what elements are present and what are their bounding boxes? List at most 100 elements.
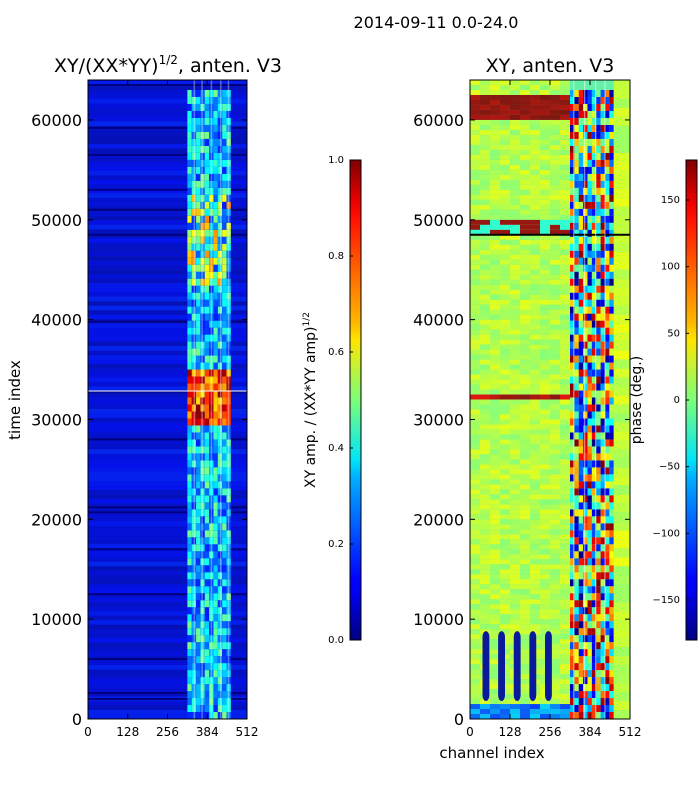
amplitude-cell [222, 173, 227, 181]
amplitude-cell [222, 257, 227, 265]
amplitude-cell [213, 488, 218, 496]
phase-wrap-cell [570, 649, 575, 657]
phase-wrap-cell [583, 432, 588, 440]
phase-cell [510, 409, 520, 415]
phase-wrap-cell [596, 705, 601, 713]
phase-cell [550, 269, 560, 275]
phase-cell [530, 414, 540, 420]
phase-wrap-cell [570, 383, 575, 391]
amplitude-cell [226, 712, 231, 719]
amplitude-cell [213, 705, 218, 713]
amplitude-cell [222, 208, 227, 216]
phase-x-axis: 0 128 256 384 512 [466, 80, 641, 739]
phase-cell [540, 474, 550, 480]
phase-wrap-cell [605, 131, 610, 139]
phase-cell [530, 299, 540, 305]
amplitude-cell [222, 663, 227, 671]
phase-cell [510, 399, 520, 405]
amplitude-cell [213, 572, 218, 580]
phase-wrap-cell [578, 292, 584, 300]
phase-cell [500, 604, 510, 610]
phase-wrap-cell [570, 705, 575, 713]
amplitude-cell [226, 208, 231, 216]
phase-wrap-cell [574, 565, 579, 573]
phase-cell [520, 424, 530, 430]
amplitude-row [88, 705, 247, 711]
amplitude-cell [204, 516, 210, 524]
amplitude-cell [209, 320, 214, 328]
amplitude-cell [222, 138, 227, 146]
phase-cell [530, 574, 540, 580]
phase-wrap-cell [587, 271, 592, 279]
phase-wrap-cell [578, 705, 584, 713]
phase-cell [540, 134, 550, 140]
phase-cell [540, 409, 550, 415]
phase-cell [540, 344, 550, 350]
phase-cell [500, 389, 510, 395]
phase-wrap-cell [587, 243, 592, 251]
phase-wrap-cell [605, 341, 610, 349]
amplitude-cell [217, 530, 223, 538]
amplitude-cell [226, 509, 231, 517]
phase-cell [480, 364, 490, 370]
phase-cell [480, 479, 490, 485]
phase-wrap-cell [574, 425, 579, 433]
amplitude-row [88, 359, 247, 365]
phase-cell [560, 444, 570, 450]
amplitude-cell [200, 621, 205, 629]
amplitude-cell [222, 425, 227, 433]
amplitude-cell [226, 677, 231, 685]
phase-cell [530, 304, 540, 310]
phase-wrap-cell [605, 383, 610, 391]
phase-cell [530, 404, 540, 410]
phase-wrap-cell [596, 684, 601, 692]
phase-cell [560, 414, 570, 420]
amplitude-row [88, 134, 247, 140]
phase-cell [530, 164, 540, 170]
phase-wrap-cell [570, 509, 575, 517]
phase-cell [550, 234, 560, 240]
amplitude-cell [191, 642, 197, 650]
phase-cell [500, 149, 510, 155]
phase-wrap-cell [600, 607, 605, 615]
phase-cell [470, 574, 480, 580]
phase-cell [510, 544, 520, 550]
phase-cell [510, 249, 520, 255]
amplitude-cell [200, 138, 205, 146]
phase-cell [500, 269, 510, 275]
amplitude-row [88, 85, 247, 90]
phase-cell [500, 139, 510, 145]
phase-wrap-cell [609, 509, 614, 517]
phase-cell [530, 394, 540, 400]
amplitude-cell [196, 558, 201, 566]
phase-cell [550, 349, 560, 355]
amplitude-cell [187, 705, 192, 713]
amplitude-cell [187, 397, 192, 405]
amplitude-gap [88, 548, 247, 551]
amplitude-cell [209, 551, 214, 559]
amplitude-cell [200, 117, 205, 125]
amplitude-cell [226, 544, 231, 552]
phase-cell [510, 629, 520, 635]
phase-cell [530, 509, 540, 515]
phase-wrap-cell [591, 509, 597, 517]
amplitude-cell [217, 376, 223, 384]
phase-cell [470, 564, 480, 570]
amplitude-row [88, 647, 247, 652]
phase-cell [540, 589, 550, 595]
phase-cell [480, 499, 490, 505]
amplitude-channel-line [193, 80, 196, 719]
amplitude-cell [187, 103, 192, 111]
phase-cell [510, 369, 520, 375]
phase-cell [510, 709, 520, 715]
phase-cell [470, 124, 480, 130]
phase-cell [520, 684, 530, 690]
phase-wrap-cell [591, 145, 597, 153]
phase-cell [510, 474, 520, 480]
phase-cell [560, 474, 570, 480]
amplitude-cell [209, 530, 214, 538]
phase-wrap-cell [609, 362, 614, 370]
phase-wrap-cell [600, 712, 605, 719]
amplitude-cell [196, 124, 201, 132]
phase-wrap-cell [578, 271, 584, 279]
